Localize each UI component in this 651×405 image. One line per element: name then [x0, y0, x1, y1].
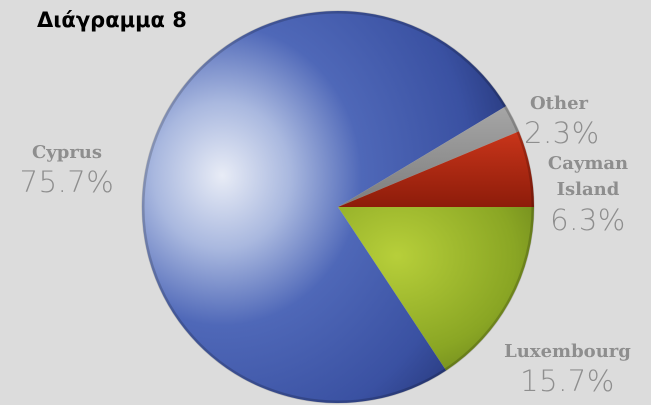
label-luxembourg: Luxembourg 15.7% [490, 340, 645, 398]
label-luxembourg-name: Luxembourg [504, 341, 631, 362]
label-cayman: Cayman Island 6.3% [538, 150, 638, 237]
label-other-pct: 2.3% [524, 116, 600, 150]
label-cyprus-name: Cyprus [31, 142, 103, 163]
label-cayman-name1: Cayman [547, 153, 629, 174]
chart-title: Διάγραμμα 8 [37, 8, 187, 32]
label-cyprus-pct: 75.7% [19, 165, 115, 199]
slice-cyprus [142, 10, 507, 403]
label-cayman-pct: 6.3% [550, 203, 626, 237]
label-other: Other 2.3% [524, 92, 600, 150]
label-cyprus: Cyprus 75.7% [12, 141, 122, 199]
label-luxembourg-pct: 15.7% [520, 364, 615, 398]
slice-luxembourg [338, 207, 534, 371]
slice-other [338, 106, 519, 207]
pie-rim [141, 10, 535, 404]
label-other-name: Other [529, 93, 589, 114]
label-cayman-name2: Island [556, 179, 620, 200]
slice-cayman-island [338, 131, 534, 207]
